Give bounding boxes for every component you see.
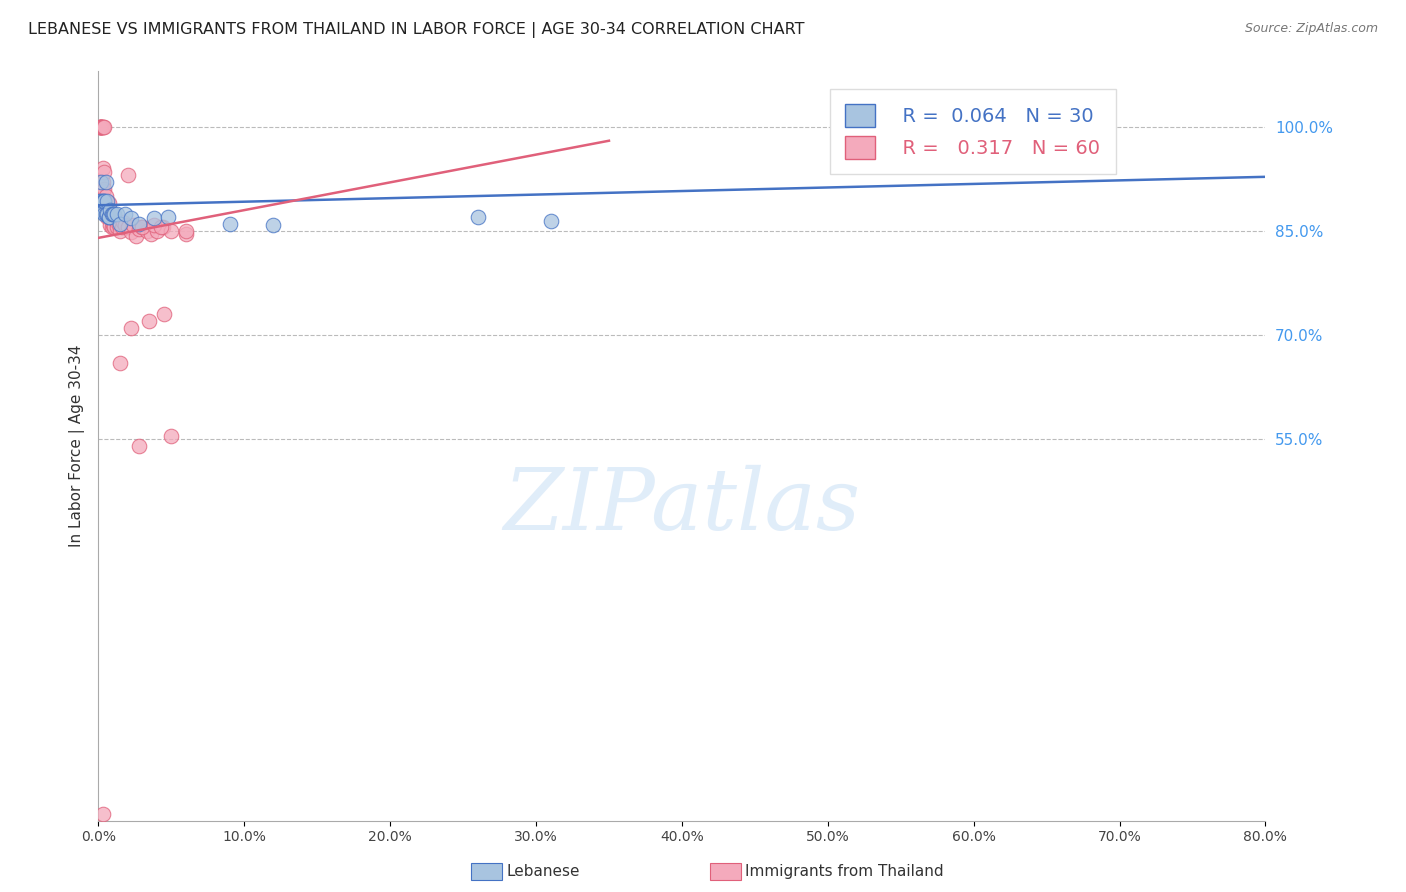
Point: [540, 213, 562, 227]
Point: [93, 182, 115, 196]
Point: [103, 220, 125, 235]
Point: [112, 215, 135, 229]
Point: [98, 203, 121, 218]
Point: [105, 206, 128, 220]
Point: [131, 220, 153, 235]
Point: [91, 806, 114, 821]
Point: [120, 211, 142, 226]
Point: [90, 120, 112, 134]
Point: [97, 203, 120, 218]
Text: LEBANESE VS IMMIGRANTS FROM THAILAND IN LABOR FORCE | AGE 30-34 CORRELATION CHAR: LEBANESE VS IMMIGRANTS FROM THAILAND IN …: [28, 22, 804, 38]
Point: [90, 194, 112, 208]
Point: [93, 194, 115, 208]
Point: [108, 219, 131, 233]
Text: Source: ZipAtlas.com: Source: ZipAtlas.com: [1244, 22, 1378, 36]
Point: [152, 220, 174, 235]
Point: [157, 210, 180, 224]
Point: [467, 210, 489, 224]
Point: [93, 206, 115, 220]
Point: [139, 227, 162, 242]
Point: [101, 206, 124, 220]
Point: [89, 120, 111, 134]
Point: [94, 175, 117, 189]
Point: [91, 120, 114, 134]
Point: [160, 428, 183, 442]
Point: [110, 224, 132, 238]
Point: [142, 211, 165, 226]
Point: [98, 206, 121, 220]
Point: [103, 206, 125, 220]
Point: [91, 175, 114, 189]
Point: [94, 206, 117, 220]
Point: [120, 225, 142, 239]
Point: [110, 217, 132, 231]
Point: [114, 219, 136, 233]
Point: [96, 210, 118, 224]
Point: [90, 120, 112, 134]
Point: [128, 222, 150, 236]
Point: [97, 196, 120, 211]
Legend:   R =  0.064   N = 30,   R =   0.317   N = 60: R = 0.064 N = 30, R = 0.317 N = 60: [830, 88, 1115, 174]
Point: [89, 120, 111, 134]
Text: ZIPatlas: ZIPatlas: [503, 465, 860, 548]
Point: [174, 227, 197, 242]
Point: [146, 224, 169, 238]
Point: [97, 210, 120, 224]
Point: [128, 439, 150, 453]
Point: [150, 219, 173, 234]
Point: [94, 206, 117, 220]
Point: [218, 217, 240, 231]
Text: Lebanese: Lebanese: [506, 864, 579, 879]
Point: [110, 356, 132, 370]
Point: [104, 213, 127, 227]
Point: [89, 120, 111, 134]
Point: [100, 206, 122, 220]
Point: [117, 169, 139, 183]
Point: [101, 206, 124, 220]
Point: [91, 161, 114, 176]
Point: [174, 224, 197, 238]
Point: [90, 175, 112, 189]
Point: [105, 220, 128, 235]
Point: [93, 165, 115, 179]
Point: [91, 120, 114, 134]
Point: [97, 210, 120, 224]
Point: [160, 224, 183, 238]
Point: [142, 219, 165, 233]
Point: [120, 321, 142, 335]
Point: [94, 189, 117, 203]
Point: [122, 219, 145, 233]
Point: [117, 220, 139, 235]
Point: [90, 120, 112, 134]
Point: [111, 220, 134, 235]
Y-axis label: In Labor Force | Age 30-34: In Labor Force | Age 30-34: [69, 344, 84, 548]
Point: [90, 120, 112, 134]
Point: [125, 228, 148, 243]
Point: [153, 307, 176, 321]
Point: [131, 220, 153, 235]
Point: [96, 194, 118, 208]
Point: [89, 194, 111, 208]
Point: [91, 205, 114, 219]
Point: [91, 184, 114, 198]
Point: [91, 194, 114, 208]
Point: [100, 210, 122, 224]
Point: [93, 120, 115, 134]
Point: [96, 206, 118, 220]
Point: [262, 219, 284, 233]
Point: [1080, 120, 1102, 134]
Point: [94, 197, 117, 211]
Point: [98, 219, 121, 233]
Point: [138, 314, 160, 328]
Point: [96, 196, 118, 211]
Point: [100, 220, 122, 235]
Point: [101, 219, 124, 233]
Point: [114, 206, 136, 220]
Text: Immigrants from Thailand: Immigrants from Thailand: [745, 864, 943, 879]
Point: [93, 194, 115, 208]
Point: [128, 217, 150, 231]
Point: [135, 224, 157, 238]
